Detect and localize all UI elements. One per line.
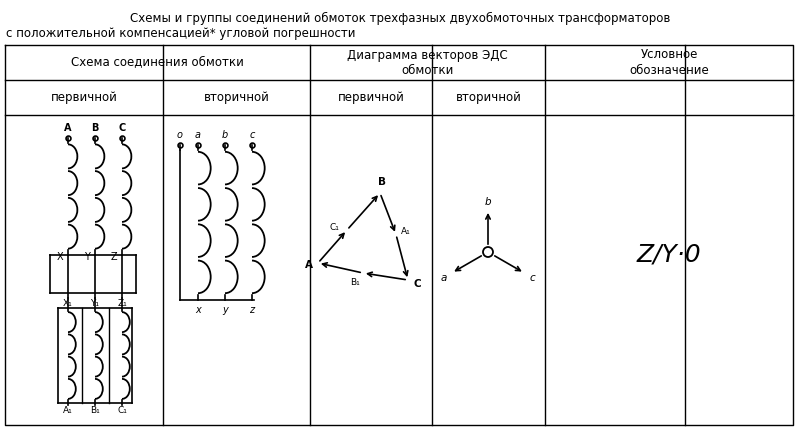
Text: C₁: C₁ (329, 222, 339, 231)
Text: C: C (118, 123, 126, 133)
Text: с положительной компенсацией* угловой погрешности: с положительной компенсацией* угловой по… (6, 27, 355, 40)
Text: A₁: A₁ (63, 406, 73, 415)
Text: A: A (64, 123, 72, 133)
Text: c: c (250, 130, 254, 140)
Text: b: b (485, 197, 491, 207)
Text: X: X (56, 252, 63, 262)
Text: обозначение: обозначение (629, 64, 709, 77)
Text: C: C (413, 279, 421, 289)
Text: Схемы и группы соединений обмоток трехфазных двухобмоточных трансформаторов: Схемы и группы соединений обмоток трехфа… (130, 12, 670, 25)
Text: C₁: C₁ (117, 406, 127, 415)
Text: c: c (530, 273, 535, 283)
Text: Z: Z (110, 252, 117, 262)
Text: a: a (441, 273, 447, 283)
Text: b: b (222, 130, 228, 140)
Text: Z₁: Z₁ (117, 299, 127, 308)
Text: X₁: X₁ (63, 299, 73, 308)
Text: B₁: B₁ (90, 406, 100, 415)
Text: вторичной: вторичной (203, 90, 270, 104)
Text: B₁: B₁ (350, 278, 360, 287)
Text: x: x (195, 305, 201, 315)
Text: a: a (195, 130, 201, 140)
Text: Условное: Условное (640, 49, 698, 61)
Text: Схема соединения обмотки: Схема соединения обмотки (71, 55, 244, 68)
Text: Диаграмма векторов ЭДС: Диаграмма векторов ЭДС (347, 49, 508, 61)
Text: Y₁: Y₁ (90, 299, 99, 308)
Text: первичной: первичной (50, 90, 118, 104)
Text: B: B (91, 123, 98, 133)
Text: A: A (305, 260, 313, 270)
Text: первичной: первичной (338, 90, 405, 104)
Text: обмотки: обмотки (402, 64, 454, 77)
Text: B: B (378, 177, 386, 187)
Text: o: o (177, 130, 183, 140)
Text: y: y (222, 305, 228, 315)
Text: Y: Y (84, 252, 90, 262)
Text: Z/Y·0: Z/Y·0 (637, 243, 702, 267)
Text: z: z (250, 305, 254, 315)
Text: A₁: A₁ (401, 227, 410, 236)
Text: вторичной: вторичной (455, 90, 522, 104)
